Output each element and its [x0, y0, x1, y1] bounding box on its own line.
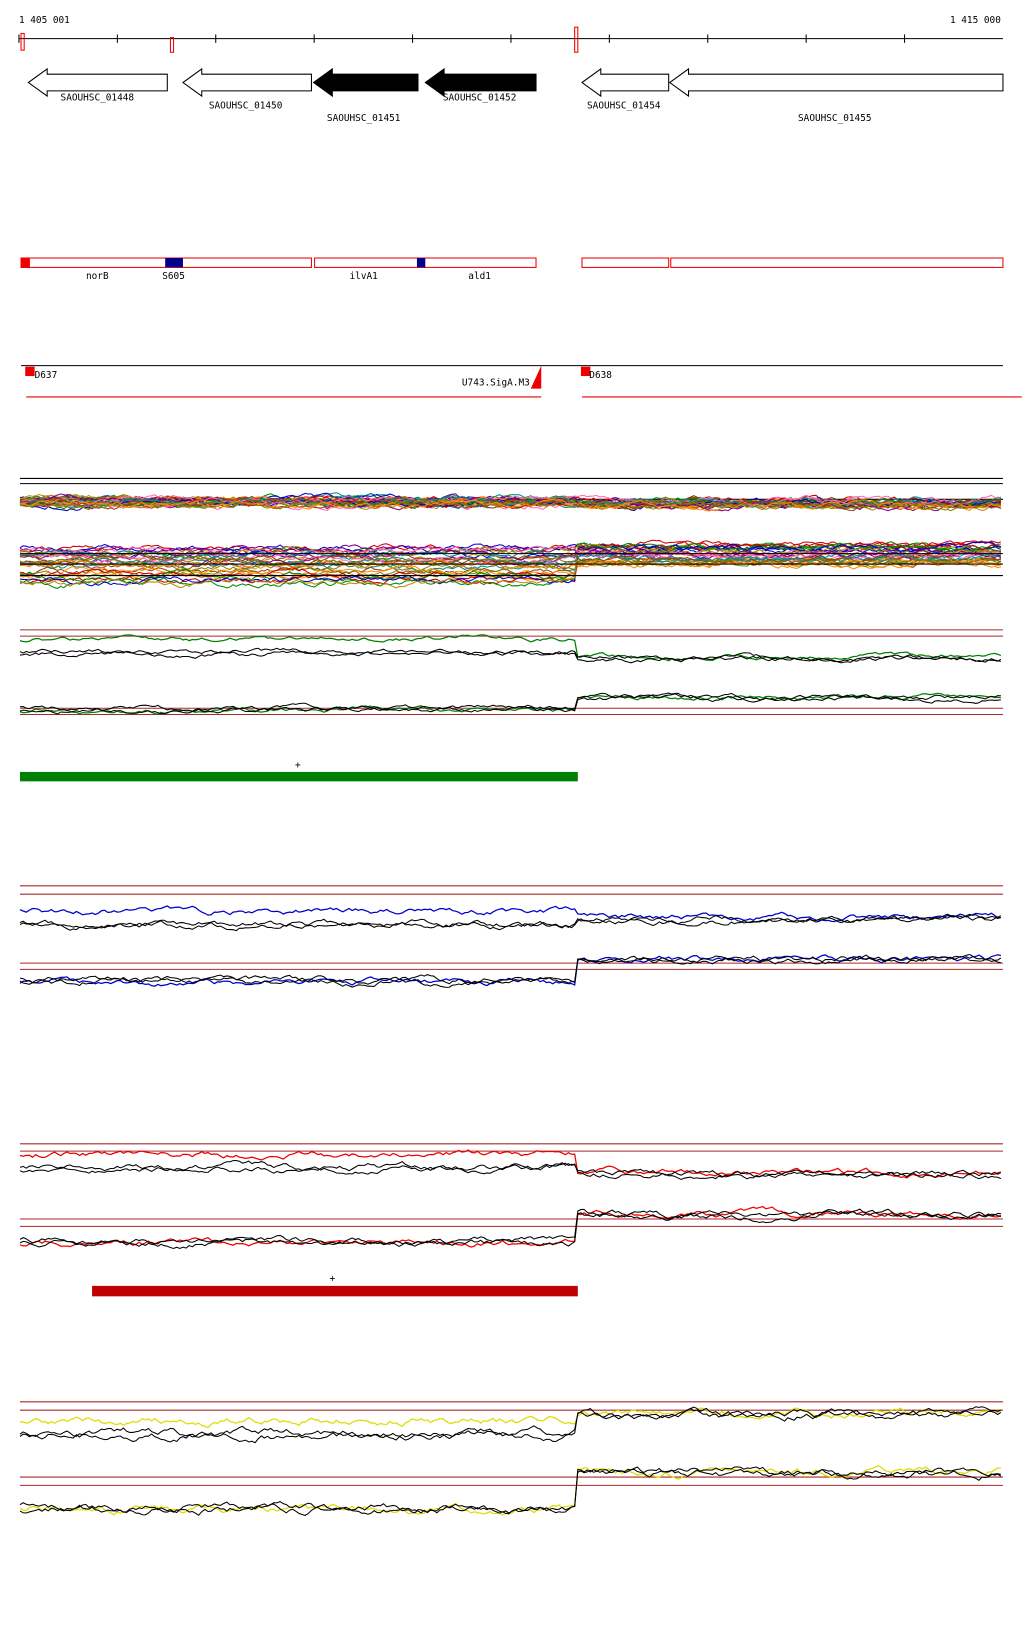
gene-label: SAOUHSC_01450	[209, 101, 283, 112]
trace	[19, 1407, 1002, 1444]
trace	[19, 1407, 1002, 1429]
gene-label: SAOUHSC_01452	[443, 92, 516, 103]
region-label: D638	[589, 370, 612, 381]
ruler-mark	[20, 32, 25, 51]
segment-marker: +	[295, 760, 301, 771]
trace	[19, 554, 1002, 568]
trace	[19, 649, 1001, 664]
segment-bar	[92, 1285, 578, 1297]
trace	[19, 558, 1002, 570]
trace	[19, 913, 1002, 930]
trace	[19, 692, 1001, 712]
trace	[19, 1466, 1001, 1516]
trace	[19, 1149, 1001, 1179]
region-label: D637	[35, 370, 58, 381]
trace	[19, 542, 1002, 583]
trace	[19, 1208, 1002, 1247]
trace	[19, 555, 1002, 570]
ruler-start: 1 405 001	[19, 15, 70, 26]
feature-track	[20, 257, 1004, 268]
trace	[19, 905, 1001, 923]
gene-label: SAOUHSC_01451	[327, 113, 401, 124]
feature-label: norB	[86, 271, 109, 282]
ruler	[18, 26, 1003, 53]
region-label: U743.SigA.M3	[462, 377, 530, 388]
segment-bar	[20, 771, 578, 782]
trace	[19, 541, 1001, 587]
gene-arrows	[27, 67, 1004, 98]
trace	[19, 494, 1002, 507]
trace	[19, 692, 1001, 715]
trace	[19, 1160, 1002, 1180]
trace	[19, 542, 1001, 589]
trace	[19, 954, 1001, 987]
trace	[19, 634, 1002, 662]
ruler-end: 1 415 000	[950, 15, 1001, 26]
trace	[19, 1162, 1002, 1181]
trace	[19, 498, 1001, 511]
ruler-mark	[574, 26, 579, 53]
ruler-mark	[169, 37, 175, 53]
region-track	[21, 365, 1022, 398]
expression-traces	[19, 477, 1003, 1516]
trace	[19, 953, 1002, 988]
trace	[19, 498, 1002, 512]
trace	[19, 544, 1002, 589]
trace	[19, 1209, 1001, 1250]
feature-label: ilvA1	[350, 271, 379, 282]
trace	[19, 544, 1002, 558]
gene-label: SAOUHSC_01455	[798, 113, 871, 124]
segment-marker: +	[330, 1274, 336, 1285]
trace	[19, 543, 1002, 555]
gene-label: SAOUHSC_01454	[587, 101, 661, 112]
feature-label: ald1	[468, 271, 491, 282]
trace	[19, 494, 1002, 509]
feature-label: S605	[162, 271, 185, 282]
gene-label: SAOUHSC_01448	[61, 92, 135, 103]
trace	[19, 913, 1002, 932]
